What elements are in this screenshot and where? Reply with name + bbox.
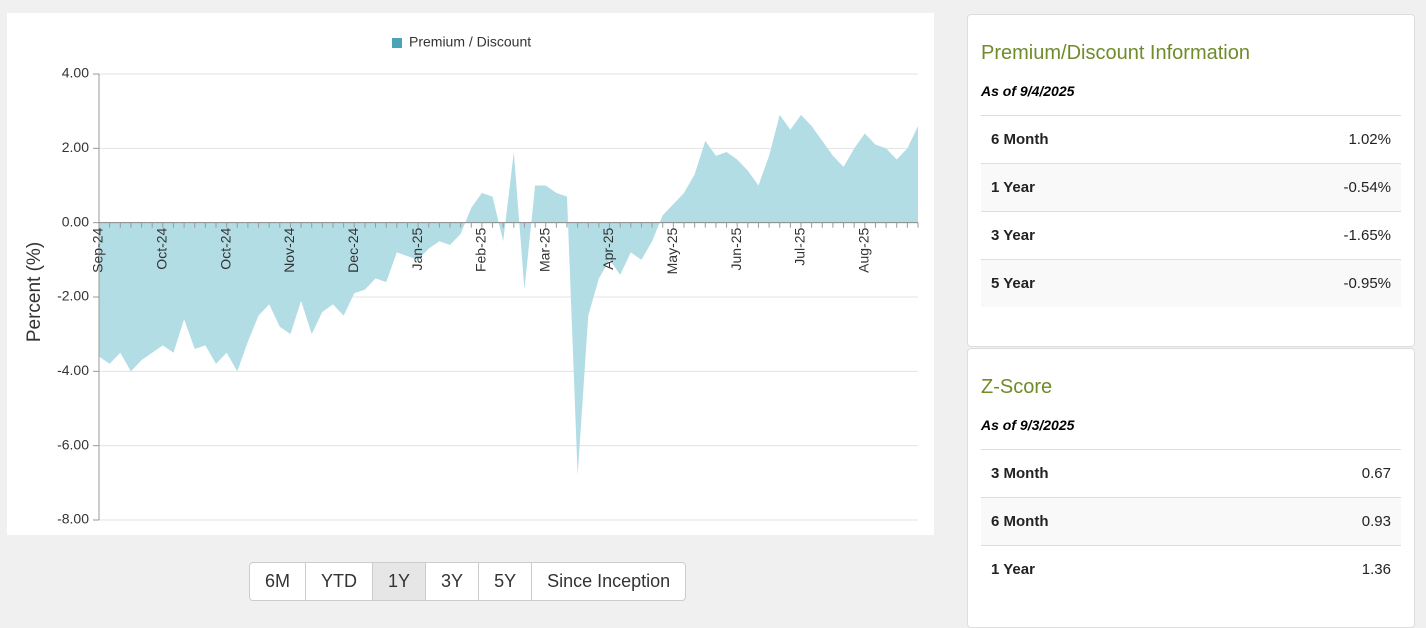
y-axis-label: Percent (%)	[24, 242, 45, 342]
x-tick-label: Apr-25	[600, 227, 616, 269]
stats-row: 3 Month 0.67	[981, 449, 1401, 497]
stats-table: 3 Month 0.67 6 Month 0.93 1 Year 1.36	[981, 449, 1401, 593]
stats-table: 6 Month 1.02% 1 Year -0.54% 3 Year -1.65% 5 Ye…	[981, 115, 1401, 307]
row-label: 3 Year	[991, 227, 1035, 244]
y-tick-label: -8.00	[57, 511, 89, 527]
chart-container: -8.00 -6.00 -4.00 -2.00 0.00 2.00 4.00 Sep-24 Oc…	[7, 13, 934, 535]
x-tick-label: Dec-24	[345, 227, 361, 272]
panel-title: Premium/Discount Information	[981, 42, 1250, 64]
x-tick-label: Sep-24	[90, 227, 106, 272]
x-tick-label: Jun-25	[728, 227, 744, 270]
area	[99, 114, 918, 476]
row-label: 3 Month	[991, 465, 1049, 482]
row-label: 1 Year	[991, 561, 1035, 578]
x-tick-label: Nov-24	[281, 227, 297, 272]
info-panel: Premium/Discount Information As of 9/4/20…	[967, 14, 1415, 347]
stats-row: 6 Month 1.02%	[981, 115, 1401, 163]
row-value: 1.02%	[1348, 131, 1391, 148]
y-tick-label: 4.00	[62, 65, 89, 81]
row-value: 0.93	[1361, 513, 1391, 530]
range-button[interactable]: 5Y	[479, 563, 533, 600]
x-tick-label: Jul-25	[792, 227, 808, 265]
x-tick-label: Jan-25	[409, 227, 425, 270]
range-button[interactable]: Since Inception	[547, 571, 671, 591]
legend-label: Premium / Discount	[409, 34, 531, 50]
x-tick-label: Mar-25	[536, 227, 552, 272]
row-label: 6 Month	[991, 513, 1049, 530]
chart: -8.00 -6.00 -4.00 -2.00 0.00 2.00 4.00 Sep-24 Oc…	[24, 34, 919, 527]
x-tick-label: Feb-25	[473, 227, 489, 272]
row-label: 6 Month	[991, 131, 1049, 148]
y-tick-label: 2.00	[62, 139, 89, 155]
row-label: 1 Year	[991, 179, 1035, 196]
info-panel: Z-Score As of 9/3/2025 3 Month 0.67 6 Month 0…	[967, 348, 1415, 628]
range-button[interactable]: 3Y	[426, 563, 480, 600]
range-button[interactable]: YTD	[306, 563, 374, 600]
x-tick-label: May-25	[664, 227, 680, 274]
stats-row: 6 Month 0.93	[981, 497, 1401, 545]
y-tick-label: -6.00	[57, 436, 89, 452]
row-value: -1.65%	[1343, 227, 1391, 244]
stats-row: 1 Year 1.36	[981, 545, 1401, 593]
range-button[interactable]: 6M	[250, 563, 307, 600]
range-button[interactable]: 1Y	[373, 563, 427, 600]
x-tick-label: Oct-24	[154, 227, 170, 269]
legend-swatch	[392, 38, 402, 48]
row-value: 1.36	[1361, 561, 1391, 578]
range-buttons: 6M YTD 1Y 3Y 5Y Since Inception	[249, 562, 687, 601]
stats-row: 1 Year -0.54%	[981, 163, 1401, 211]
row-value: -0.54%	[1343, 179, 1391, 196]
panel-title: Z-Score	[981, 376, 1053, 398]
y-tick-label: -2.00	[57, 288, 89, 304]
stats-row: 5 Year -0.95%	[981, 259, 1401, 307]
y-tick-label: -4.00	[57, 362, 89, 378]
stats-row: 3 Year -1.65%	[981, 211, 1401, 259]
as-of-date: As of 9/3/2025	[981, 417, 1075, 433]
row-value: -0.95%	[1343, 275, 1391, 292]
row-label: 5 Year	[991, 275, 1035, 292]
y-tick-label: 0.00	[62, 213, 89, 229]
as-of-date: As of 9/4/2025	[981, 83, 1075, 99]
x-tick-label: Oct-24	[217, 227, 233, 269]
row-value: 0.67	[1361, 465, 1391, 482]
x-tick-label: Aug-25	[856, 227, 872, 272]
